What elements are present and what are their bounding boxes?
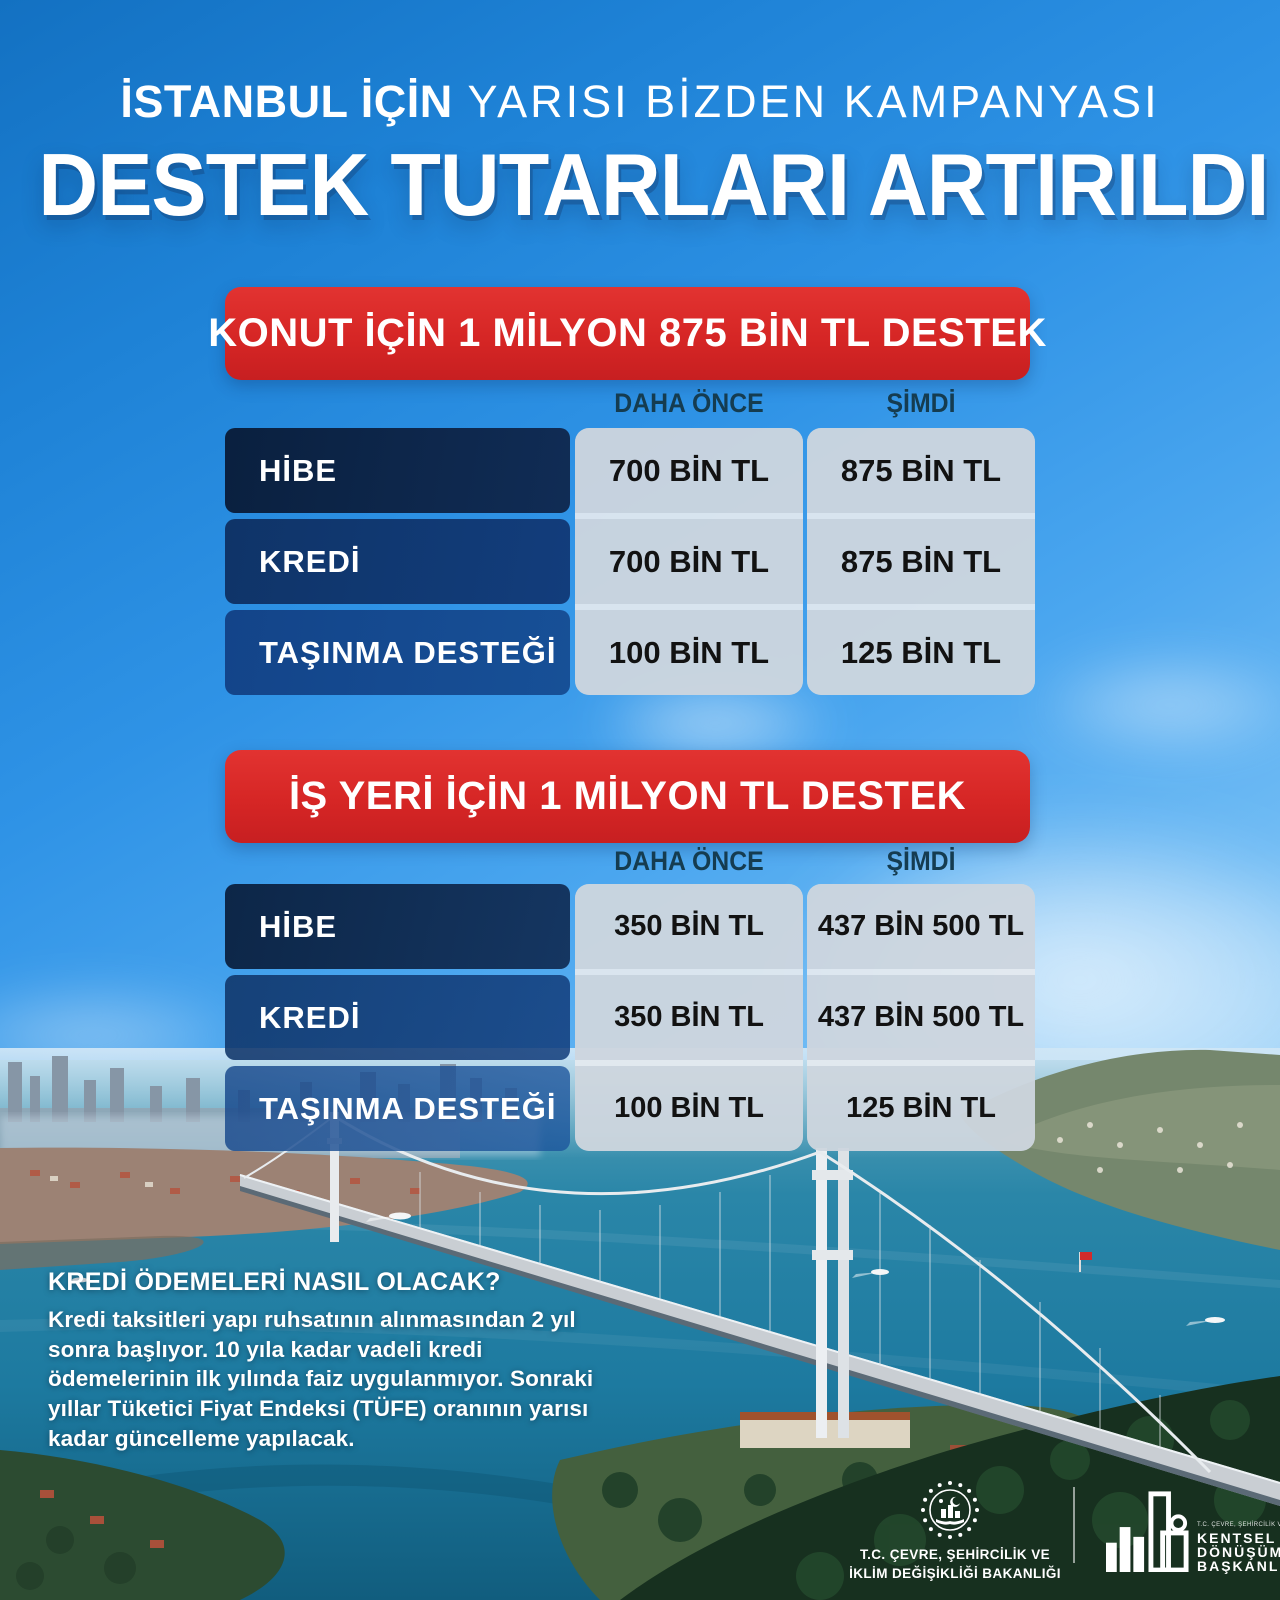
table-row: TAŞINMA DESTEĞİ 100 BİN TL 125 BİN TL <box>225 610 1035 695</box>
credit-footnote: KREDİ ÖDEMELERİ NASIL OLACAK? Kredi taks… <box>48 1268 628 1453</box>
row-label: KREDİ <box>225 519 570 604</box>
value-now: 875 BİN TL <box>807 428 1035 513</box>
row-label: HİBE <box>225 428 570 513</box>
bridge-main-tower <box>812 1148 853 1438</box>
now-column-panel <box>807 884 1035 1151</box>
agency-ministry-small: T.C. ÇEVRE, ŞEHİRCİLİK VE İKLİM DEĞİŞİKL… <box>1197 1522 1280 1528</box>
konut-support-table: HİBE 700 BİN TL 875 BİN TL KREDİ 700 BİN… <box>225 428 1035 695</box>
agency-name-line2: DÖNÜŞÜM <box>1197 1544 1280 1560</box>
page-title: DESTEK TUTARLARI ARTIRILDI <box>38 135 1269 234</box>
table-row: HİBE 700 BİN TL 875 BİN TL <box>225 428 1035 513</box>
crescent-icon <box>950 1496 960 1507</box>
footnote-heading: KREDİ ÖDEMELERİ NASIL OLACAK? <box>48 1268 501 1296</box>
value-before: 700 BİN TL <box>575 428 803 513</box>
kentsel-donusum-logo <box>1106 1491 1189 1572</box>
isyeri-column-headers: DAHA ÖNCE ŞİMDİ <box>225 846 1035 876</box>
isyeri-banner: İŞ YERİ İÇİN 1 MİLYON TL DESTEK <box>225 750 1030 843</box>
row-label: TAŞINMA DESTEĞİ <box>225 1066 570 1151</box>
boats <box>72 1212 1225 1326</box>
value-before: 700 BİN TL <box>575 519 803 604</box>
value-before: 100 BİN TL <box>575 1066 803 1151</box>
book-icon <box>936 1519 964 1525</box>
before-column-panel <box>575 884 803 1151</box>
row-label: HİBE <box>225 884 570 969</box>
cloud <box>600 688 830 758</box>
value-before: 350 BİN TL <box>575 975 803 1060</box>
ministry-emblem-logo <box>921 1481 979 1539</box>
buildings-icon <box>941 1505 960 1518</box>
column-header-now: ŞİMDİ <box>886 388 956 418</box>
value-now: 437 BİN 500 TL <box>807 975 1035 1060</box>
before-column-panel <box>575 428 803 695</box>
cloud <box>1040 660 1280 750</box>
footnote-body: Kredi taksitleri yapı ruhsatının alınmas… <box>48 1307 594 1451</box>
isyeri-support-table: HİBE 350 BİN TL 437 BİN 500 TL KREDİ 350… <box>225 884 1035 1151</box>
value-now: 437 BİN 500 TL <box>807 884 1035 969</box>
ministry-name: T.C. ÇEVRE, ŞEHİRCİLİK VE İKLİM DEĞİŞİKL… <box>835 1546 1075 1584</box>
konut-banner: KONUT İÇİN 1 MİLYON 875 BİN TL DESTEK <box>208 287 1046 380</box>
agency-name-line3: BAŞKANLIĞI <box>1197 1558 1280 1574</box>
value-now: 875 BİN TL <box>807 519 1035 604</box>
value-before: 350 BİN TL <box>575 884 803 969</box>
column-header-now: ŞİMDİ <box>886 846 956 876</box>
coast-bottom-left <box>0 1450 285 1600</box>
ministry-name-line1: T.C. ÇEVRE, ŞEHİRCİLİK VE <box>859 1547 1051 1562</box>
footer-divider <box>1073 1487 1075 1563</box>
value-before: 100 BİN TL <box>575 610 803 695</box>
value-now: 125 BİN TL <box>807 1066 1035 1151</box>
column-header-before: DAHA ÖNCE <box>614 846 764 876</box>
kicker-bold: İSTANBUL İÇİN <box>120 76 453 127</box>
table-row: HİBE 350 BİN TL 437 BİN 500 TL <box>225 884 1035 969</box>
turkish-flag <box>1079 1252 1092 1272</box>
far-shore-right <box>960 1049 1280 1272</box>
column-header-before: DAHA ÖNCE <box>614 388 764 418</box>
table-row: TAŞINMA DESTEĞİ 100 BİN TL 125 BİN TL <box>225 1066 1035 1151</box>
table-row: KREDİ 350 BİN TL 437 BİN 500 TL <box>225 975 1035 1060</box>
konut-column-headers: DAHA ÖNCE ŞİMDİ <box>225 388 1035 418</box>
kicker-rest: YARISI BİZDEN KAMPANYASI <box>452 76 1160 127</box>
agency-name-line1: KENTSEL <box>1197 1530 1277 1546</box>
row-label: TAŞINMA DESTEĞİ <box>225 610 570 695</box>
now-column-panel <box>807 428 1035 695</box>
kicker-line: İSTANBUL İÇİN YARISI BİZDEN KAMPANYASI <box>0 76 1280 128</box>
row-label: KREDİ <box>225 975 570 1060</box>
value-now: 125 BİN TL <box>807 610 1035 695</box>
ministry-name-line2: İKLİM DEĞİŞİKLİĞİ BAKANLIĞI <box>849 1565 1061 1581</box>
agency-name: T.C. ÇEVRE, ŞEHİRCİLİK VE İKLİM DEĞİŞİKL… <box>1197 1522 1280 1573</box>
table-row: KREDİ 700 BİN TL 875 BİN TL <box>225 519 1035 604</box>
